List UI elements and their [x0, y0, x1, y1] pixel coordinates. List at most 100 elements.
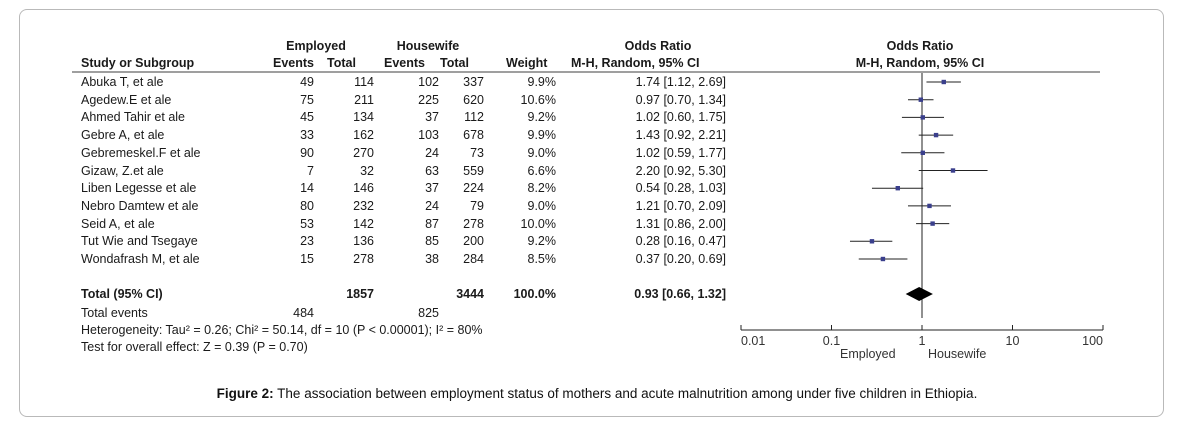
total-events-e1: 484: [293, 306, 314, 320]
weight: 6.6%: [527, 163, 557, 178]
events-employed: 49: [300, 75, 314, 89]
odds-ratio-ci: 0.97 [0.70, 1.34]: [635, 92, 726, 107]
events-employed: 90: [300, 145, 314, 160]
study-name: Ahmed Tahir et ale: [81, 110, 185, 125]
events-employed: 33: [300, 128, 314, 143]
header-total-1: Total: [327, 56, 356, 70]
header-or-method: M-H, Random, 95% CI: [571, 56, 700, 70]
total-employed: 211: [354, 92, 374, 107]
point-estimate-marker: [895, 186, 900, 191]
odds-ratio-ci: 1.74 [1.12, 2.69]: [635, 75, 726, 89]
events-employed: 53: [300, 216, 314, 231]
events-housewife: 38: [425, 252, 439, 266]
favours-right: Housewife: [928, 347, 987, 361]
events-employed: 15: [300, 252, 314, 266]
heterogeneity-text: Heterogeneity: Tau² = 0.26; Chi² = 50.14…: [81, 323, 483, 337]
header-study: Study or Subgroup: [81, 56, 195, 70]
weight: 9.9%: [527, 128, 557, 143]
point-estimate-marker: [880, 256, 886, 262]
x-axis-tick-label: 10: [1006, 334, 1020, 348]
events-housewife: 102: [418, 75, 439, 89]
weight: 10.6%: [520, 92, 556, 107]
weight: 10.0%: [520, 216, 556, 231]
study-name: Wondafrash M, et ale: [81, 252, 200, 266]
weight: 8.2%: [527, 181, 557, 196]
total-housewife: 200: [463, 234, 484, 249]
events-housewife: 63: [425, 163, 439, 178]
point-estimate-marker: [920, 115, 925, 120]
total-weight: 100.0%: [513, 287, 556, 301]
events-housewife: 24: [425, 198, 439, 213]
point-estimate-marker: [869, 239, 875, 244]
odds-ratio-ci: 1.43 [0.92, 2.21]: [635, 128, 726, 143]
total-housewife: 73: [470, 145, 484, 160]
total-employed: 32: [360, 163, 374, 178]
total-housewife: 559: [463, 163, 484, 178]
odds-ratio-ci: 0.54 [0.28, 1.03]: [635, 181, 726, 196]
events-employed: 75: [300, 92, 314, 107]
total-housewife: 224: [463, 181, 484, 196]
study-name: Tut Wie and Tsegaye: [81, 234, 198, 249]
events-housewife: 37: [425, 181, 439, 196]
events-housewife: 37: [425, 110, 439, 125]
events-employed: 23: [300, 234, 314, 249]
plot-method: M-H, Random, 95% CI: [855, 56, 985, 70]
study-name: Abuka T, et ale: [81, 75, 164, 89]
header-events-1: Events: [273, 56, 314, 70]
x-axis-tick-label: 1: [919, 334, 926, 348]
events-housewife: 103: [418, 128, 439, 143]
odds-ratio-ci: 2.20 [0.92, 5.30]: [635, 163, 726, 178]
x-axis-tick-label: 0.01: [741, 334, 765, 348]
header-weight: Weight: [506, 56, 548, 70]
total-housewife: 79: [470, 198, 484, 213]
caption-label: Figure 2:: [216, 386, 274, 401]
total-employed: 162: [353, 128, 374, 143]
events-employed: 7: [307, 163, 314, 178]
events-employed: 45: [300, 110, 314, 125]
total-housewife: 337: [463, 75, 484, 89]
x-axis-tick-label: 0.1: [823, 334, 840, 348]
point-estimate-marker: [941, 79, 946, 85]
plot-title: Odds Ratio: [886, 39, 954, 53]
total-label: Total (95% CI): [81, 287, 163, 301]
total-housewife: 278: [463, 216, 484, 231]
weight: 9.2%: [527, 234, 557, 249]
total-events-e2: 825: [418, 306, 439, 320]
total-t1: 1857: [346, 287, 374, 301]
study-name: Gebremeskel.F et ale: [81, 145, 201, 160]
odds-ratio-ci: 1.02 [0.59, 1.77]: [635, 145, 726, 160]
study-name: Liben Legesse et ale: [81, 181, 197, 196]
weight: 9.2%: [527, 110, 557, 125]
point-estimate-marker: [933, 132, 939, 138]
study-name: Agedew.E et ale: [81, 92, 172, 107]
point-estimate-marker: [920, 150, 925, 155]
point-estimate-marker: [930, 221, 935, 226]
events-housewife: 85: [425, 234, 439, 249]
study-name: Gebre A, et ale: [81, 128, 165, 143]
favours-left: Employed: [840, 347, 896, 361]
events-employed: 80: [300, 198, 314, 213]
total-ci: 0.93 [0.66, 1.32]: [634, 287, 726, 301]
header-total-2: Total: [440, 56, 469, 70]
point-estimate-marker: [918, 97, 924, 102]
weight: 9.0%: [527, 198, 557, 213]
total-housewife: 284: [463, 252, 484, 266]
pooled-diamond: [905, 287, 933, 301]
total-events-label: Total events: [81, 306, 148, 320]
total-housewife: 678: [463, 128, 484, 143]
study-name: Gizaw, Z.et ale: [81, 163, 164, 178]
overall-effect-text: Test for overall effect: Z = 0.39 (P = 0…: [81, 340, 308, 354]
events-housewife: 225: [418, 92, 439, 107]
figure-frame: [19, 9, 1164, 417]
point-estimate-marker: [927, 203, 932, 209]
odds-ratio-ci: 0.37 [0.20, 0.69]: [635, 252, 726, 266]
odds-ratio-ci: 0.28 [0.16, 0.47]: [635, 234, 726, 249]
x-axis-tick-label: 100: [1082, 334, 1103, 348]
odds-ratio-ci: 1.31 [0.86, 2.00]: [635, 216, 726, 231]
total-employed: 278: [353, 252, 374, 266]
header-employed: Employed: [286, 39, 346, 53]
total-housewife: 620: [463, 92, 484, 107]
events-employed: 14: [300, 181, 314, 196]
odds-ratio-ci: 1.21 [0.70, 2.09]: [635, 198, 726, 213]
